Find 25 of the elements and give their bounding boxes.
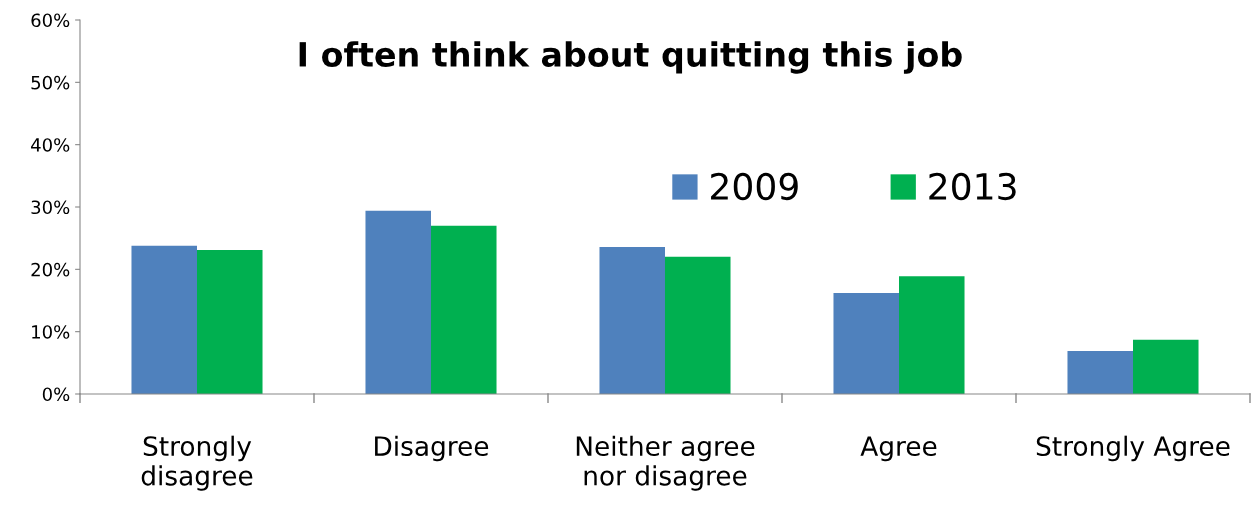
- bar: [131, 245, 197, 394]
- x-tick-label: Agree: [860, 436, 937, 462]
- bar: [1067, 350, 1133, 394]
- bar: [365, 210, 431, 394]
- y-tick-label: 20%: [31, 262, 70, 277]
- legend-label: 2013: [929, 172, 1016, 201]
- bar: [665, 256, 731, 394]
- text: I often think about quitting this job: [299, 41, 962, 74]
- bar: [833, 293, 899, 394]
- y-tick-label: 40%: [31, 138, 70, 152]
- y-tick-label: 10%: [32, 325, 70, 339]
- y-tick-label: 0%: [42, 387, 70, 402]
- x-tick-label: Disagree: [375, 435, 489, 462]
- bar: [899, 276, 965, 394]
- bar: [197, 250, 263, 394]
- y-tick-label: 50%: [31, 75, 70, 90]
- bar: [599, 246, 665, 394]
- y-tick-label: 60%: [31, 13, 70, 28]
- y-tick-label: 30%: [31, 200, 70, 215]
- legend-label: 2009: [711, 172, 798, 201]
- x-tick-label: Neither agree nor disagree: [576, 435, 755, 491]
- x-tick-label: Strongly disagree: [141, 435, 253, 491]
- x-tick-label: Strongly Agree: [1036, 435, 1230, 462]
- bar: [431, 225, 497, 394]
- bar: [1133, 339, 1199, 394]
